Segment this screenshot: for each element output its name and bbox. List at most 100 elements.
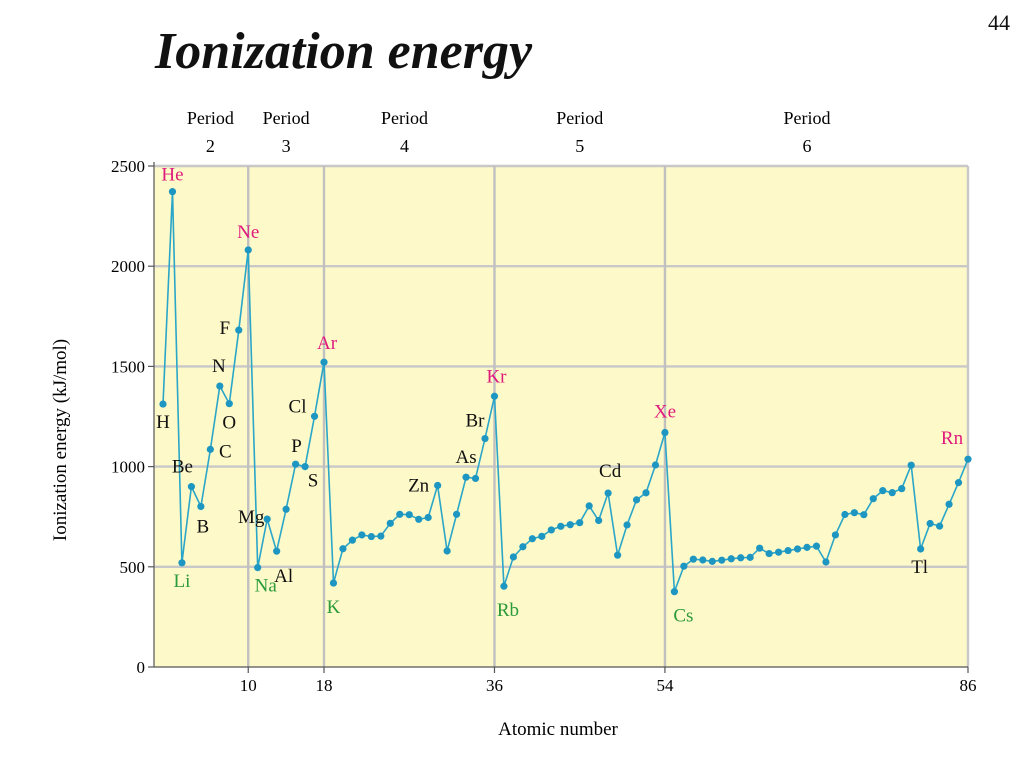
data-point-z71 [822, 558, 830, 566]
data-point-z29 [424, 513, 432, 522]
data-point-z4 [187, 483, 196, 491]
data-point-z59 [708, 557, 716, 565]
data-point-z14 [282, 505, 290, 513]
data-point-z9 [235, 326, 243, 334]
data-point-z47 [595, 516, 603, 525]
data-point-z80 [907, 461, 915, 469]
data-point-z84 [945, 500, 953, 508]
data-point-z74 [850, 509, 858, 517]
axes [148, 162, 969, 673]
data-point-z39 [519, 543, 527, 551]
data-point-z86 [964, 455, 972, 463]
period-labels: Period 2 Period 3 Period 4 Period 5 Period 6 [187, 108, 831, 156]
y-tick-label-1500: 1500 [111, 357, 145, 376]
x-tick-label-18: 18 [316, 676, 333, 695]
element-label-s: S [308, 471, 319, 492]
data-point-z50 [623, 521, 631, 529]
data-point-z34 [471, 474, 480, 483]
data-point-z53 [651, 461, 660, 469]
data-point-z38 [509, 553, 518, 561]
period-number-2: 2 [206, 136, 215, 156]
period-label-4: Period [381, 108, 428, 128]
element-label-n: N [212, 356, 226, 377]
data-point-z15 [291, 460, 300, 468]
element-label-tl: Tl [911, 557, 928, 578]
grid-lines [154, 164, 970, 667]
data-point-z60 [718, 556, 726, 564]
data-point-z62 [737, 554, 745, 562]
data-point-z25 [386, 519, 394, 527]
page-title: Ionization energy [155, 23, 533, 80]
data-point-z81 [917, 545, 925, 553]
data-point-z30 [434, 481, 442, 490]
data-point-z28 [415, 515, 423, 523]
element-label-cs: Cs [673, 606, 693, 627]
data-point-z52 [642, 489, 650, 497]
data-point-z13 [273, 547, 281, 555]
data-point-z64 [756, 544, 764, 552]
element-label-rn: Rn [941, 428, 964, 449]
period-number-6: 6 [803, 136, 812, 156]
element-label-br: Br [466, 411, 486, 432]
element-label-xe: Xe [654, 402, 676, 423]
element-label-f: F [219, 318, 230, 339]
data-point-z46 [585, 502, 593, 510]
data-point-z65 [765, 549, 773, 558]
data-point-z35 [481, 434, 489, 443]
element-label-ar: Ar [317, 333, 338, 354]
y-tick-label-1000: 1000 [111, 458, 145, 477]
data-point-z16 [301, 463, 309, 471]
data-point-z10 [244, 246, 252, 254]
x-tick-label-86: 86 [960, 676, 977, 695]
x-axis-label: Atomic number [498, 719, 618, 740]
data-point-z63 [746, 553, 754, 561]
data-point-z56 [680, 562, 688, 570]
data-point-z26 [396, 510, 404, 518]
element-label-ne: Ne [237, 222, 259, 243]
data-point-z19 [329, 579, 338, 587]
period-label-2: Period [187, 108, 234, 128]
data-point-z58 [699, 556, 707, 564]
data-point-z85 [954, 479, 963, 487]
data-point-z72 [831, 531, 840, 539]
data-point-z76 [869, 495, 877, 503]
y-tick-labels: 0 500 1000 1500 2000 2500 [111, 157, 145, 677]
data-point-z43 [557, 522, 565, 530]
data-point-z67 [784, 546, 792, 555]
data-point-z61 [727, 555, 735, 563]
y-tick-label-2500: 2500 [111, 157, 145, 176]
data-point-z77 [879, 487, 887, 495]
data-point-z73 [841, 510, 849, 519]
data-point-z55 [670, 588, 679, 596]
data-point-z32 [452, 510, 461, 518]
element-label-h: H [156, 412, 170, 433]
data-point-z36 [490, 392, 499, 400]
element-label-as: As [455, 447, 476, 468]
data-point-z20 [339, 545, 347, 553]
period-number-4: 4 [400, 136, 409, 156]
data-point-z49 [613, 551, 622, 559]
data-points [159, 188, 972, 596]
data-point-z11 [254, 564, 262, 572]
slide-number: 44 [988, 10, 1010, 35]
element-label-k: K [327, 597, 341, 618]
element-label-rb: Rb [497, 600, 519, 621]
data-point-z45 [576, 519, 584, 527]
y-tick-label-500: 500 [120, 558, 146, 577]
element-label-mg: Mg [238, 507, 265, 528]
plot-background [154, 166, 968, 667]
data-point-z6 [206, 445, 214, 453]
data-point-z12 [263, 515, 271, 523]
x-tick-labels: 10 18 36 54 86 [240, 676, 977, 695]
element-label-b: B [197, 516, 210, 537]
data-point-z79 [898, 485, 906, 493]
data-point-z57 [689, 555, 697, 563]
element-label-na: Na [255, 576, 278, 597]
data-point-z54 [661, 428, 669, 437]
element-label-al: Al [274, 566, 293, 587]
data-point-z17 [310, 412, 319, 420]
x-tick-label-54: 54 [656, 676, 674, 695]
data-point-z21 [348, 536, 357, 544]
data-point-z23 [367, 532, 375, 541]
